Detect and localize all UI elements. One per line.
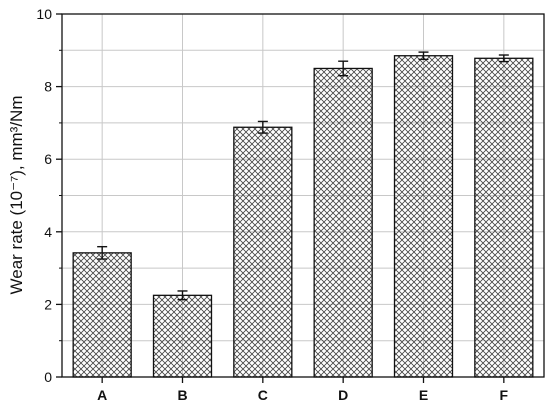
x-tick-label: A: [97, 387, 107, 403]
y-tick-label: 10: [36, 6, 52, 22]
x-tick-label: F: [500, 387, 509, 403]
y-tick-label: 6: [44, 151, 52, 167]
error-bar-B: [177, 290, 188, 301]
error-bar-C: [257, 120, 268, 134]
error-bar-A: [97, 245, 108, 260]
bar-C: [233, 126, 293, 378]
y-tick-label: 2: [44, 296, 52, 312]
bar-D: [313, 67, 373, 378]
bar-E: [393, 55, 454, 378]
error-bar-D: [338, 60, 349, 77]
y-axis-title: Wear rate (10⁻⁷), mm³/Nm: [7, 96, 26, 295]
x-tick-label: C: [258, 387, 268, 403]
bar-A: [72, 252, 132, 378]
bars: [72, 51, 534, 378]
y-tick-label: 0: [44, 369, 52, 385]
grid-lines: [62, 13, 544, 377]
y-tick-label: 8: [44, 79, 52, 95]
bar-F: [474, 57, 534, 378]
error-bar-F: [498, 54, 509, 63]
x-tick-label: D: [338, 387, 348, 403]
y-tick-label: 4: [44, 224, 52, 240]
x-tick-label: E: [419, 387, 428, 403]
x-tick-label: B: [177, 387, 187, 403]
error-bar-E: [418, 51, 429, 61]
axes: 0 2 4 6 8 10 A B C D E F: [36, 6, 545, 403]
bar-B: [152, 294, 213, 378]
